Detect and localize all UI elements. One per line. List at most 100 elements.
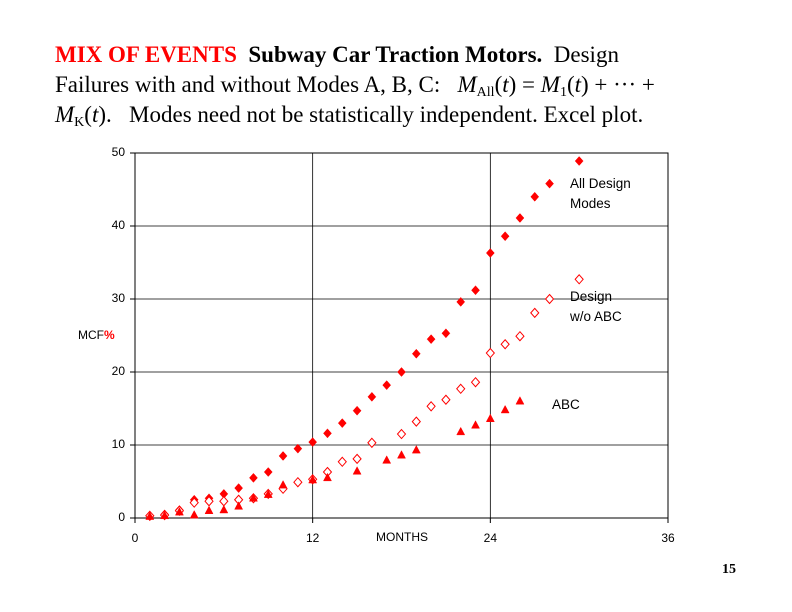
data-point bbox=[219, 495, 229, 507]
formula: ( bbox=[84, 102, 92, 127]
y-tick-label: 20 bbox=[112, 364, 126, 378]
data-point bbox=[426, 334, 436, 345]
data-point bbox=[382, 380, 392, 391]
title-line: MIX OF EVENTS Subway Car Traction Motors… bbox=[55, 40, 775, 70]
data-point bbox=[471, 420, 480, 429]
data-point bbox=[249, 472, 258, 483]
data-point bbox=[219, 504, 229, 514]
formula: ( bbox=[566, 72, 575, 97]
data-point bbox=[234, 483, 243, 493]
data-point bbox=[500, 404, 510, 414]
data-point bbox=[308, 437, 318, 447]
slide-title: MIX OF EVENTS Subway Car Traction Motors… bbox=[55, 40, 775, 130]
formula: M bbox=[540, 72, 560, 97]
title-text: Design bbox=[553, 42, 619, 67]
title-text: Modes need not be statistically independ… bbox=[129, 102, 644, 127]
data-point bbox=[485, 248, 495, 258]
data-point bbox=[411, 416, 421, 427]
data-point bbox=[441, 328, 451, 339]
data-point bbox=[456, 383, 466, 395]
formula: ) = bbox=[508, 72, 541, 97]
data-point bbox=[515, 213, 525, 223]
data-point bbox=[411, 348, 421, 359]
data-point bbox=[574, 274, 584, 285]
data-point bbox=[544, 293, 555, 305]
data-point bbox=[500, 231, 510, 242]
data-point bbox=[441, 394, 451, 405]
x-tick-label: 36 bbox=[661, 531, 675, 545]
title-label: MIX OF EVENTS bbox=[55, 42, 237, 67]
data-point bbox=[456, 297, 466, 307]
formula: All bbox=[476, 85, 495, 100]
formula: M bbox=[457, 72, 477, 97]
data-point bbox=[278, 451, 288, 461]
data-point bbox=[352, 405, 362, 416]
x-tick-label: 12 bbox=[306, 531, 320, 545]
formula: 1 bbox=[559, 85, 567, 100]
data-point bbox=[574, 156, 584, 166]
y-tick-label: 30 bbox=[112, 291, 126, 305]
formula: M bbox=[55, 102, 75, 127]
y-axis-label-text: MCF bbox=[78, 328, 104, 342]
data-point bbox=[397, 450, 406, 459]
formula: ). bbox=[98, 102, 112, 127]
series-label: ABC bbox=[552, 397, 580, 412]
x-axis-label: MONTHS bbox=[376, 530, 428, 544]
formula: t bbox=[502, 72, 509, 97]
series-label: All Design Modes bbox=[570, 176, 631, 211]
data-point bbox=[367, 437, 377, 449]
title-line: MK(t). Modes need not be statistically i… bbox=[55, 100, 775, 130]
formula: t bbox=[91, 102, 99, 127]
data-point bbox=[456, 426, 466, 436]
data-point bbox=[234, 501, 244, 510]
data-point bbox=[515, 330, 525, 342]
title-text: Failures with and without Modes A, B, C: bbox=[55, 72, 441, 97]
data-point bbox=[323, 472, 332, 482]
data-point bbox=[293, 476, 303, 488]
data-point bbox=[263, 489, 273, 498]
title-line: Failures with and without Modes A, B, C:… bbox=[55, 70, 775, 100]
data-point bbox=[204, 505, 214, 514]
data-point bbox=[337, 456, 347, 468]
y-axis-label: MCF% bbox=[78, 328, 115, 342]
y-tick-label: 0 bbox=[118, 510, 125, 524]
data-point bbox=[337, 418, 347, 428]
data-point bbox=[396, 428, 407, 440]
x-tick-label: 24 bbox=[484, 531, 498, 545]
data-point bbox=[278, 480, 288, 489]
formula: t bbox=[574, 72, 581, 97]
formula: ) + ··· + bbox=[581, 72, 655, 97]
data-point bbox=[471, 285, 480, 296]
data-point bbox=[530, 191, 540, 202]
y-axis-unit: % bbox=[104, 328, 115, 342]
data-point bbox=[485, 413, 495, 422]
data-point bbox=[263, 467, 273, 477]
data-point bbox=[160, 510, 170, 520]
data-point bbox=[500, 339, 510, 350]
y-tick-label: 50 bbox=[112, 145, 126, 159]
y-tick-label: 10 bbox=[112, 437, 126, 451]
formula: ( bbox=[494, 72, 503, 97]
plot-border bbox=[134, 152, 669, 519]
data-point bbox=[470, 376, 481, 388]
page-number: 15 bbox=[722, 562, 736, 577]
data-point bbox=[397, 367, 406, 377]
data-point bbox=[352, 466, 362, 475]
data-point bbox=[308, 475, 318, 484]
data-point bbox=[367, 391, 377, 402]
data-point bbox=[352, 453, 362, 465]
y-tick-label: 40 bbox=[112, 218, 126, 232]
data-point bbox=[411, 445, 421, 454]
data-point bbox=[485, 347, 496, 359]
data-point bbox=[175, 507, 184, 516]
data-point bbox=[323, 428, 332, 439]
data-point bbox=[382, 455, 392, 464]
data-point bbox=[249, 493, 258, 502]
data-point bbox=[515, 396, 525, 405]
data-point bbox=[189, 497, 199, 508]
x-tick-label: 0 bbox=[132, 531, 139, 545]
data-point bbox=[189, 510, 199, 519]
title-subject: Subway Car Traction Motors. bbox=[248, 42, 543, 67]
